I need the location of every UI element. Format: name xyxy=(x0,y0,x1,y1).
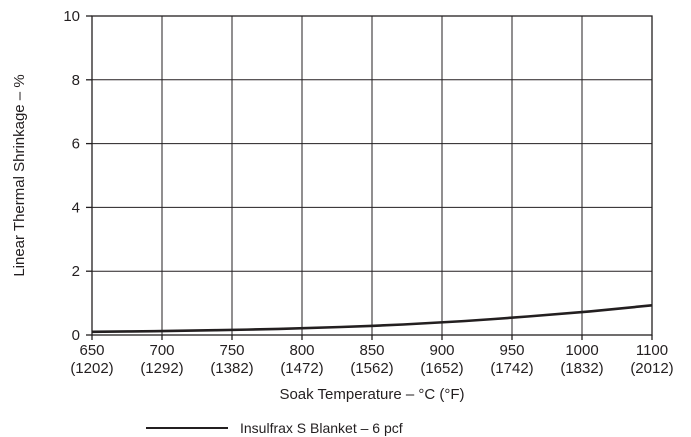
x-tick-label-celsius: 700 xyxy=(149,342,174,359)
x-tick-label-celsius: 800 xyxy=(289,342,314,359)
series-layer xyxy=(91,304,653,334)
grid-lines xyxy=(92,16,652,335)
series-line xyxy=(91,304,653,334)
x-tick-label-celsius: 900 xyxy=(429,342,454,359)
x-tick-label-fahrenheit: (1382) xyxy=(210,360,253,377)
x-tick-label-celsius: 850 xyxy=(359,342,384,359)
y-tick-label: 2 xyxy=(72,263,80,280)
x-tick-label-celsius: 1000 xyxy=(565,342,598,359)
y-tick-label: 10 xyxy=(63,8,80,25)
y-tick-label: 0 xyxy=(72,327,80,344)
x-tick-label-fahrenheit: (2012) xyxy=(630,360,673,377)
x-tick-label-celsius: 750 xyxy=(219,342,244,359)
y-tick-labels: 0 2 4 6 8 10 xyxy=(63,8,92,344)
x-tick-label-fahrenheit: (1562) xyxy=(350,360,393,377)
legend-entry: Insulfrax S Blanket – 6 pcf xyxy=(240,420,403,436)
x-tick-labels: 650(1202)700(1292)750(1382)800(1472)850(… xyxy=(70,335,674,377)
x-axis-label: Soak Temperature – °C (°F) xyxy=(279,386,464,403)
x-tick-label-fahrenheit: (1472) xyxy=(280,360,323,377)
y-axis-label: Linear Thermal Shrinkage – % xyxy=(11,74,28,276)
x-tick-label-celsius: 950 xyxy=(499,342,524,359)
x-tick-label-fahrenheit: (1292) xyxy=(140,360,183,377)
x-tick-label-celsius: 650 xyxy=(79,342,104,359)
legend: Insulfrax S Blanket – 6 pcf xyxy=(146,420,403,436)
y-tick-label: 8 xyxy=(72,72,80,89)
x-tick-label-fahrenheit: (1652) xyxy=(420,360,463,377)
x-tick-label-fahrenheit: (1202) xyxy=(70,360,113,377)
x-tick-label-fahrenheit: (1832) xyxy=(560,360,603,377)
y-tick-label: 6 xyxy=(72,136,80,153)
y-tick-label: 4 xyxy=(72,199,80,216)
x-tick-label-fahrenheit: (1742) xyxy=(490,360,533,377)
x-tick-label-celsius: 1100 xyxy=(636,342,668,359)
